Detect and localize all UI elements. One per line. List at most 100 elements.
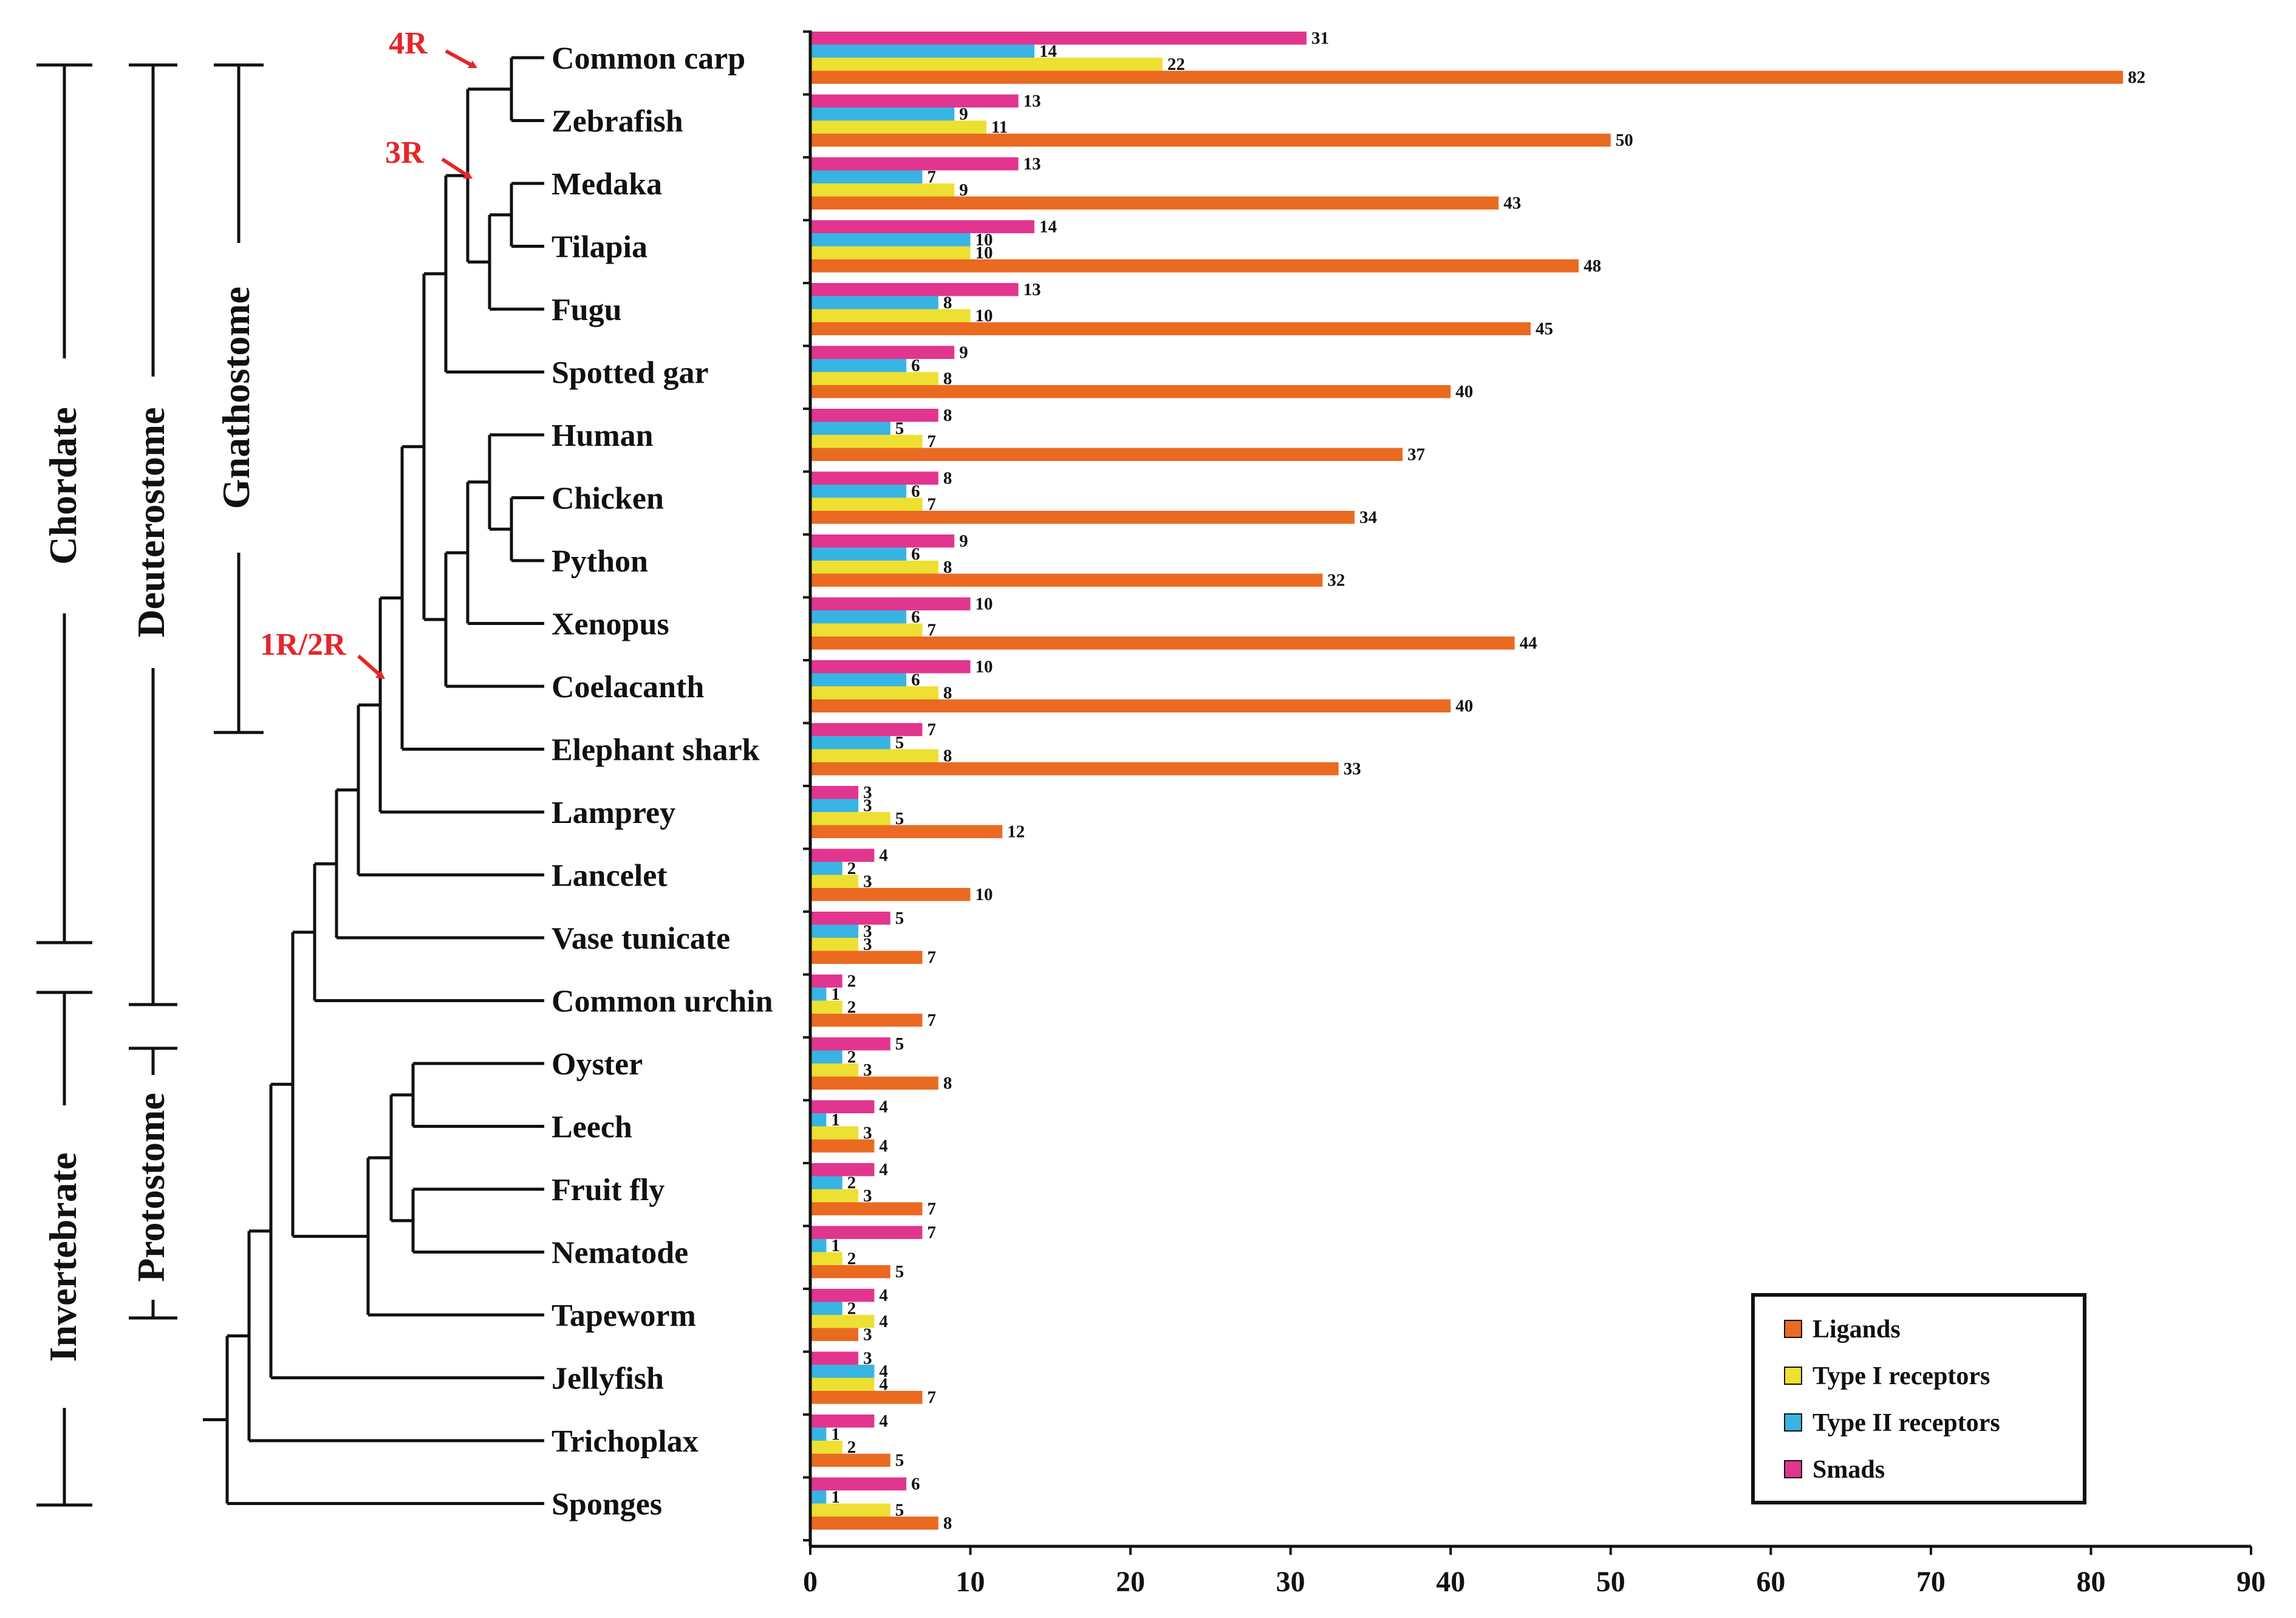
bar-leech-smads bbox=[810, 1100, 875, 1113]
bar-coelacanth-type-i-receptors bbox=[810, 686, 938, 700]
value-label-tilapia-smads: 14 bbox=[1039, 217, 1057, 236]
bar-fruit-fly-ligands bbox=[810, 1202, 923, 1215]
legend-label-smads: Smads bbox=[1813, 1456, 1885, 1484]
species-label-xenopus: Xenopus bbox=[552, 607, 669, 642]
bar-vase-tunicate-smads bbox=[810, 912, 890, 925]
clade-label-deuterostome: Deuterostome bbox=[129, 407, 173, 637]
bar-common-carp-type-i-receptors bbox=[810, 58, 1163, 71]
value-label-zebrafish-type-ii-receptors: 9 bbox=[959, 104, 968, 124]
x-tick-label-10: 10 bbox=[956, 1566, 985, 1598]
bar-group-human: 8 5 7 37 bbox=[810, 406, 1425, 464]
x-tick-label-20: 20 bbox=[1116, 1566, 1145, 1598]
species-label-lancelet: Lancelet bbox=[552, 859, 668, 893]
bar-leech-type-i-receptors bbox=[810, 1126, 859, 1139]
value-label-vase-tunicate-smads: 5 bbox=[895, 909, 904, 928]
bar-jellyfish-type-ii-receptors bbox=[810, 1365, 875, 1378]
value-label-common-carp-ligands: 82 bbox=[2128, 67, 2145, 87]
value-label-tapeworm-smads: 4 bbox=[879, 1286, 888, 1305]
value-label-leech-type-ii-receptors: 1 bbox=[831, 1110, 840, 1130]
bar-fruit-fly-smads bbox=[810, 1163, 875, 1176]
bar-group-common-urchin: 212 7 bbox=[810, 971, 936, 1030]
bar-medaka-type-i-receptors bbox=[810, 183, 955, 197]
value-label-human-type-i-receptors: 7 bbox=[927, 432, 936, 451]
bar-fugu-type-ii-receptors bbox=[810, 296, 938, 309]
bar-coelacanth-type-ii-receptors bbox=[810, 673, 907, 686]
bars: 3114228213911501379431410104813810459684… bbox=[810, 29, 2145, 1533]
bar-fugu-ligands bbox=[810, 322, 1531, 335]
y-axis-ticks bbox=[803, 30, 810, 1541]
bar-medaka-ligands bbox=[810, 196, 1499, 210]
species-label-trichoplax: Trichoplax bbox=[552, 1424, 699, 1459]
value-label-tilapia-type-i-receptors: 10 bbox=[975, 243, 993, 262]
bar-oyster-type-ii-receptors bbox=[810, 1050, 842, 1063]
value-label-lancelet-ligands: 10 bbox=[975, 885, 993, 904]
bar-human-smads bbox=[810, 409, 938, 422]
species-labels: Common carp Zebrafish Medaka Tilapia Fugu Spo… bbox=[552, 41, 773, 1522]
bar-group-medaka: 13 7 9 43 bbox=[810, 154, 1521, 213]
bar-common-carp-type-ii-receptors bbox=[810, 44, 1034, 58]
value-label-python-ligands: 32 bbox=[1327, 570, 1345, 590]
bar-elephant-shark-type-i-receptors bbox=[810, 749, 938, 762]
bar-group-coelacanth: 10 6 8 40 bbox=[810, 657, 1473, 715]
value-label-trichoplax-smads: 4 bbox=[879, 1411, 888, 1431]
bar-fruit-fly-type-i-receptors bbox=[810, 1189, 859, 1203]
bar-common-carp-smads bbox=[810, 32, 1307, 45]
bar-lamprey-type-ii-receptors bbox=[810, 799, 859, 812]
bar-human-ligands bbox=[810, 448, 1403, 461]
value-label-vase-tunicate-type-i-receptors: 3 bbox=[863, 935, 872, 954]
value-label-elephant-shark-type-ii-receptors: 5 bbox=[895, 733, 904, 753]
species-label-tapeworm: Tapeworm bbox=[552, 1299, 696, 1333]
legend-box bbox=[1751, 1293, 2086, 1504]
legend-label-ligands: Ligands bbox=[1813, 1316, 1901, 1343]
bar-vase-tunicate-type-i-receptors bbox=[810, 938, 859, 951]
value-label-fruit-fly-type-i-receptors: 3 bbox=[863, 1186, 872, 1206]
value-label-fruit-fly-type-ii-receptors: 2 bbox=[847, 1173, 856, 1192]
value-label-medaka-type-ii-receptors: 7 bbox=[927, 167, 936, 186]
duplication-event-3r: 3R bbox=[385, 135, 473, 179]
bar-group-jellyfish: 344 7 bbox=[810, 1348, 936, 1407]
clade-gnathostome bbox=[214, 63, 264, 734]
clade-label-invertebrate: Invertebrate bbox=[41, 1153, 84, 1362]
bar-trichoplax-smads bbox=[810, 1415, 875, 1428]
bar-oyster-type-i-receptors bbox=[810, 1063, 859, 1077]
bar-tilapia-ligands bbox=[810, 259, 1579, 273]
value-label-lancelet-type-ii-receptors: 2 bbox=[847, 859, 856, 878]
value-label-lamprey-smads: 3 bbox=[863, 783, 872, 802]
bar-group-fugu: 13 8 10 45 bbox=[810, 280, 1553, 338]
bar-trichoplax-type-ii-receptors bbox=[810, 1427, 827, 1441]
value-label-tilapia-type-ii-receptors: 10 bbox=[975, 230, 993, 250]
value-label-coelacanth-type-ii-receptors: 6 bbox=[911, 670, 920, 689]
x-tick-label-90: 90 bbox=[2236, 1566, 2266, 1598]
value-label-sponges-type-ii-receptors: 1 bbox=[831, 1487, 840, 1507]
species-label-nematode: Nematode bbox=[552, 1236, 688, 1271]
bar-chicken-type-i-receptors bbox=[810, 497, 923, 511]
bar-fruit-fly-type-ii-receptors bbox=[810, 1176, 842, 1189]
legend-label-type-ii-receptors: Type II receptors bbox=[1813, 1409, 2000, 1437]
value-label-trichoplax-ligands: 5 bbox=[895, 1450, 904, 1470]
bar-jellyfish-type-i-receptors bbox=[810, 1377, 875, 1391]
bar-elephant-shark-smads bbox=[810, 723, 923, 736]
value-label-xenopus-type-i-receptors: 7 bbox=[927, 620, 936, 640]
value-label-leech-ligands: 4 bbox=[879, 1136, 888, 1156]
bar-lamprey-type-i-receptors bbox=[810, 812, 890, 825]
bar-python-type-ii-receptors bbox=[810, 547, 907, 561]
bar-tapeworm-type-ii-receptors bbox=[810, 1302, 842, 1315]
value-label-trichoplax-type-i-receptors: 2 bbox=[847, 1438, 856, 1457]
value-label-python-smads: 9 bbox=[959, 531, 968, 551]
clade-label-chordate: Chordate bbox=[41, 407, 84, 565]
species-label-python: Python bbox=[552, 544, 648, 579]
species-label-sponges: Sponges bbox=[552, 1487, 662, 1522]
x-tick-label-70: 70 bbox=[1916, 1566, 1946, 1598]
value-label-lamprey-type-ii-receptors: 3 bbox=[863, 796, 872, 815]
value-label-leech-smads: 4 bbox=[879, 1097, 888, 1116]
bar-spotted-gar-type-ii-receptors bbox=[810, 359, 907, 372]
value-label-common-urchin-smads: 2 bbox=[847, 971, 856, 991]
bar-zebrafish-type-i-receptors bbox=[810, 120, 986, 134]
bar-jellyfish-smads bbox=[810, 1351, 859, 1365]
bar-jellyfish-ligands bbox=[810, 1391, 923, 1404]
bar-sponges-type-i-receptors bbox=[810, 1503, 890, 1517]
value-label-jellyfish-ligands: 7 bbox=[927, 1388, 936, 1407]
x-tick-label-40: 40 bbox=[1436, 1566, 1465, 1598]
bar-group-common-carp: 31 14 22 82 bbox=[810, 29, 2145, 87]
